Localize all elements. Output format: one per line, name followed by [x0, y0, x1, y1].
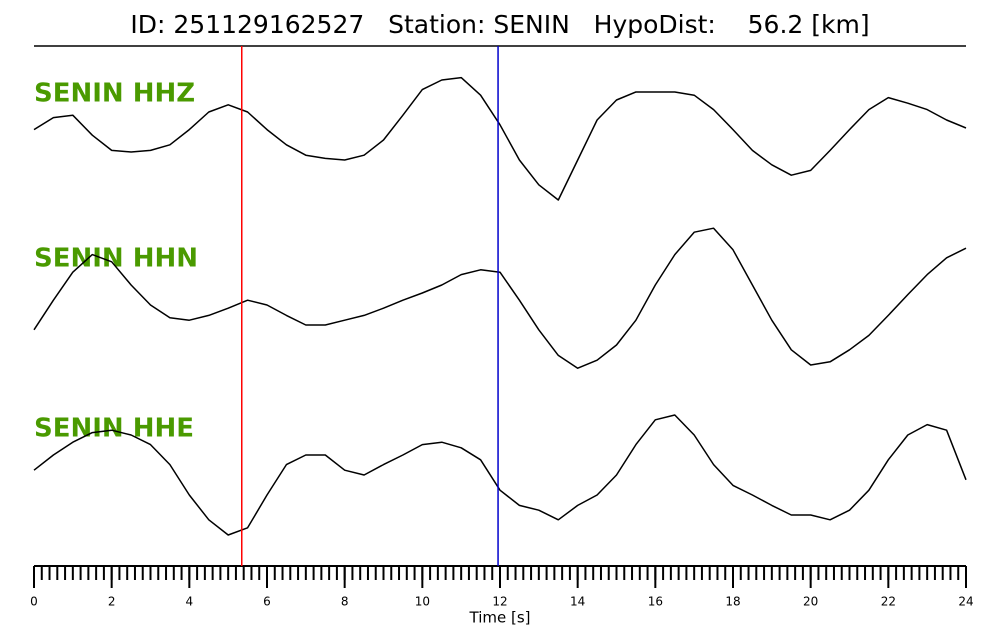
trace-label: SENIN HHN	[34, 244, 198, 274]
x-tick-label: 2	[108, 595, 116, 609]
x-tick-label: 22	[881, 595, 896, 609]
x-tick-label: 16	[648, 595, 663, 609]
x-tick-label: 10	[415, 595, 430, 609]
x-tick-label: 4	[186, 595, 194, 609]
x-axis-label: Time [s]	[469, 609, 531, 627]
x-tick-label: 20	[803, 595, 818, 609]
x-tick-label: 24	[958, 595, 973, 609]
x-tick-label: 18	[725, 595, 740, 609]
waveform	[33, 414, 967, 536]
waveform	[33, 76, 967, 201]
x-tick-label: 6	[263, 595, 271, 609]
trace-label: SENIN HHE	[34, 414, 194, 444]
x-tick-label: 14	[570, 595, 585, 609]
chart-title: ID: 251129162527 Station: SENIN HypoDist…	[130, 10, 869, 39]
waveform	[33, 227, 967, 369]
x-tick-label: 12	[492, 595, 507, 609]
x-tick-label: 8	[341, 595, 349, 609]
trace-label: SENIN HHZ	[34, 79, 195, 109]
x-tick-label: 0	[30, 595, 38, 609]
